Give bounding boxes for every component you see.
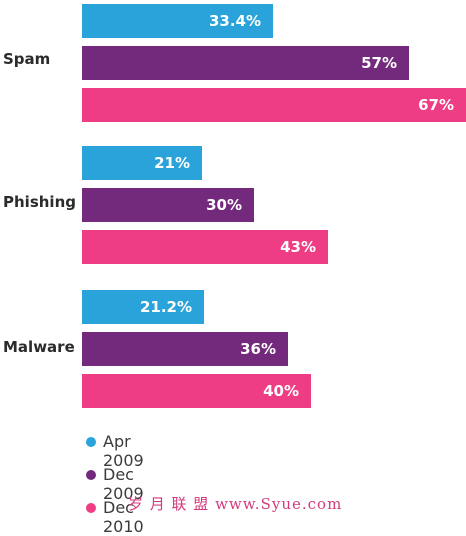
bar xyxy=(82,290,204,324)
legend-marker xyxy=(86,437,96,447)
bar xyxy=(82,4,273,38)
category-label: Phishing xyxy=(3,193,76,211)
data-label: 21% xyxy=(154,154,190,172)
data-label: 33.4% xyxy=(208,12,261,30)
data-label: 21.2% xyxy=(139,298,192,316)
data-label: 67% xyxy=(418,96,454,114)
legend-marker xyxy=(86,470,96,480)
bar xyxy=(82,88,466,122)
bar xyxy=(82,374,311,408)
bar xyxy=(82,146,202,180)
bar xyxy=(82,46,409,80)
bar xyxy=(82,188,254,222)
bar xyxy=(82,332,288,366)
legend-label: Apr 2009 xyxy=(103,432,144,470)
legend-label: Dec 2009 xyxy=(103,465,144,503)
category-label: Malware xyxy=(3,338,75,356)
data-label: 40% xyxy=(263,382,299,400)
category-label: Spam xyxy=(3,50,51,68)
watermark: 岁 月 联 盟 www.Syue.com xyxy=(128,495,343,513)
data-label: 57% xyxy=(361,54,397,72)
bar-chart: Spam 33.4% 57% 67% Phishing 21% 30% 43% Malware 2… xyxy=(3,4,466,408)
data-label: 36% xyxy=(240,340,276,358)
data-label: 43% xyxy=(280,238,316,256)
bar xyxy=(82,230,328,264)
legend-marker xyxy=(86,503,96,513)
data-label: 30% xyxy=(206,196,242,214)
